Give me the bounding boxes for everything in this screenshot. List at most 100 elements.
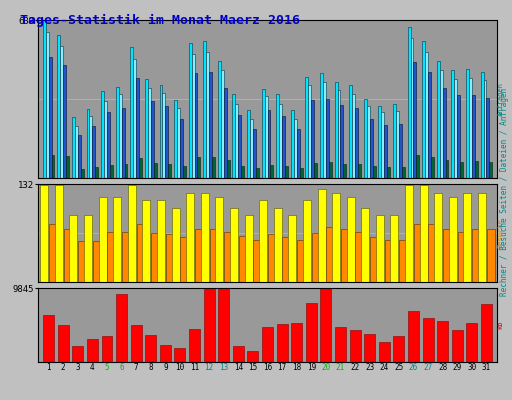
Bar xyxy=(276,324,288,362)
Bar xyxy=(165,106,168,178)
Bar xyxy=(151,233,159,282)
Bar xyxy=(320,73,323,178)
Bar xyxy=(370,119,373,178)
Bar xyxy=(352,94,355,178)
Bar xyxy=(306,303,317,362)
Bar xyxy=(160,346,171,362)
Bar xyxy=(355,232,364,282)
Bar xyxy=(174,100,177,178)
Bar xyxy=(340,105,344,178)
Bar xyxy=(285,166,288,178)
Bar xyxy=(370,238,378,282)
Bar xyxy=(60,46,63,178)
Bar xyxy=(75,126,78,178)
Bar xyxy=(224,232,232,282)
Bar xyxy=(232,94,236,178)
Bar xyxy=(387,167,390,178)
Bar xyxy=(312,233,319,282)
Bar xyxy=(175,348,185,362)
Bar xyxy=(385,240,393,282)
Bar xyxy=(70,215,77,282)
Bar xyxy=(92,126,95,178)
Bar xyxy=(55,185,63,282)
Bar xyxy=(253,240,261,282)
Bar xyxy=(347,197,355,282)
Bar xyxy=(466,323,477,362)
Bar xyxy=(265,96,267,178)
Bar xyxy=(195,73,198,178)
Text: Besuche: Besuche xyxy=(498,218,504,248)
Bar xyxy=(72,346,83,362)
Bar xyxy=(282,116,285,178)
Bar xyxy=(391,215,398,282)
Bar xyxy=(186,193,194,282)
Bar xyxy=(437,60,440,178)
Bar xyxy=(414,62,416,178)
Bar xyxy=(166,234,174,282)
Bar xyxy=(250,119,253,178)
Bar xyxy=(393,336,404,362)
Bar xyxy=(116,86,119,178)
Bar xyxy=(247,110,250,178)
Bar xyxy=(267,110,270,178)
Bar xyxy=(358,164,361,178)
Bar xyxy=(142,200,151,282)
Bar xyxy=(139,158,142,178)
Bar xyxy=(458,232,465,282)
Bar xyxy=(279,104,282,178)
Bar xyxy=(422,41,425,178)
Bar xyxy=(416,155,419,178)
Bar xyxy=(443,88,445,178)
Bar xyxy=(239,236,247,282)
Bar xyxy=(452,70,454,178)
Bar xyxy=(160,85,162,178)
Bar xyxy=(457,95,460,178)
Bar xyxy=(104,101,107,178)
Bar xyxy=(326,99,329,178)
Bar xyxy=(81,169,83,178)
Bar xyxy=(335,82,337,178)
Bar xyxy=(256,168,259,178)
Bar xyxy=(443,228,451,282)
Bar xyxy=(332,193,340,282)
Bar xyxy=(66,156,69,178)
Bar xyxy=(259,200,267,282)
Bar xyxy=(326,227,334,282)
Bar xyxy=(466,69,469,178)
Bar xyxy=(452,330,463,362)
Bar xyxy=(221,70,224,178)
Bar xyxy=(247,352,259,362)
Bar xyxy=(245,215,252,282)
Bar xyxy=(489,162,492,178)
Bar xyxy=(253,128,256,178)
Bar xyxy=(294,119,297,178)
Bar xyxy=(378,106,381,178)
Bar xyxy=(367,106,370,178)
Bar xyxy=(475,162,478,178)
Bar xyxy=(414,224,422,282)
Bar xyxy=(291,323,302,362)
Bar xyxy=(189,329,200,362)
Bar xyxy=(425,52,428,178)
Bar xyxy=(189,43,191,178)
Bar xyxy=(99,197,106,282)
Bar xyxy=(101,92,104,178)
Text: Anfragen: Anfragen xyxy=(498,82,504,116)
Bar xyxy=(63,228,72,282)
Bar xyxy=(399,240,407,282)
Bar xyxy=(393,104,396,178)
Bar xyxy=(422,318,434,362)
Bar xyxy=(472,95,475,178)
Bar xyxy=(373,166,375,178)
Bar xyxy=(198,158,200,178)
Bar xyxy=(463,193,472,282)
Bar xyxy=(481,304,492,362)
Bar xyxy=(116,294,127,362)
Bar xyxy=(381,112,385,178)
Bar xyxy=(201,193,209,282)
Bar xyxy=(428,72,431,178)
Bar xyxy=(236,104,238,178)
Bar xyxy=(469,78,472,178)
Bar xyxy=(101,336,113,362)
Bar xyxy=(472,228,480,282)
